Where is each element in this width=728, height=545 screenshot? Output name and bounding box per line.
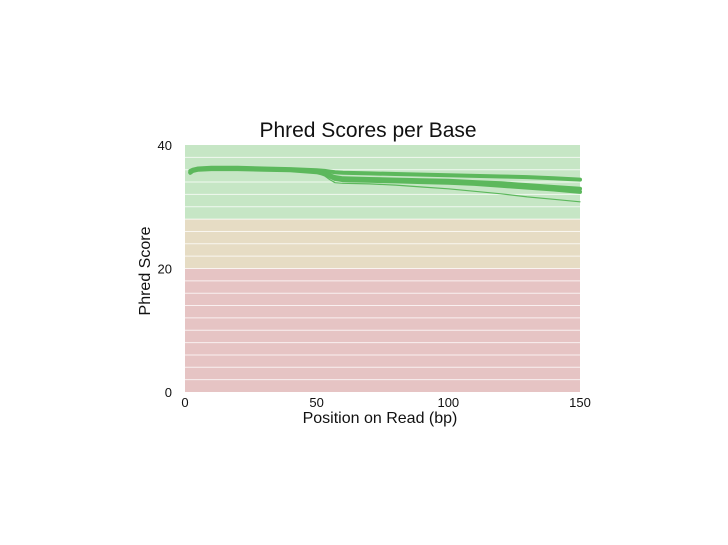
y-tick-labels: 0 20 40: [158, 138, 172, 400]
x-tick-labels: 0 50 100 150: [181, 395, 590, 410]
y-tick-label: 40: [158, 138, 172, 153]
x-tick-label: 150: [569, 395, 591, 410]
series-line: [189, 169, 581, 203]
chart-title: Phred Scores per Base: [259, 119, 476, 142]
x-axis-label: Position on Read (bp): [303, 410, 458, 427]
series-lines: [188, 165, 582, 203]
y-axis-label: Phred Score: [137, 226, 154, 315]
y-tick-label: 20: [158, 262, 172, 277]
x-tick-label: 0: [181, 395, 188, 410]
x-tick-label: 50: [309, 395, 323, 410]
y-tick-label: 0: [165, 385, 172, 400]
gridlines: [185, 156, 580, 381]
x-tick-label: 100: [437, 395, 459, 410]
